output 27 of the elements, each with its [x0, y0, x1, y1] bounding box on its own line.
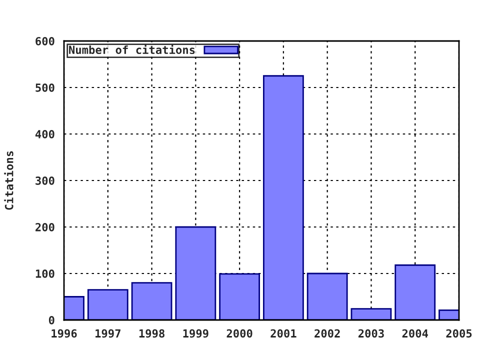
x-tick-label: 1998 — [139, 329, 164, 338]
bar — [263, 75, 304, 320]
y-tick-label: 100 — [36, 269, 54, 278]
legend-label: Number of citations — [69, 44, 195, 54]
bar — [394, 264, 436, 320]
y-tick-label: 300 — [36, 176, 54, 185]
x-tick-label: 2003 — [358, 329, 384, 338]
bar — [219, 273, 260, 320]
x-tick-label: 1996 — [52, 329, 77, 338]
bar — [87, 289, 128, 320]
x-tick-label: 2004 — [402, 329, 428, 338]
x-tick-label: 2001 — [270, 329, 296, 338]
y-tick-label: 0 — [48, 316, 54, 324]
x-tick-label: 1997 — [96, 329, 120, 338]
x-tick-label: 2000 — [226, 329, 252, 338]
y-axis-title: Citations — [4, 151, 14, 210]
bar — [175, 226, 216, 320]
bar — [306, 272, 348, 320]
y-tick-label: 400 — [35, 130, 54, 138]
y-tick-label: 500 — [36, 83, 54, 92]
x-tick-label: 2002 — [314, 329, 340, 338]
x-tick-label: 1999 — [183, 329, 208, 338]
bar — [131, 282, 172, 320]
x-tick-label: 2005 — [446, 329, 472, 338]
y-tick-label: 200 — [36, 222, 54, 232]
bar — [350, 308, 392, 320]
y-tick-label: 600 — [36, 36, 54, 46]
